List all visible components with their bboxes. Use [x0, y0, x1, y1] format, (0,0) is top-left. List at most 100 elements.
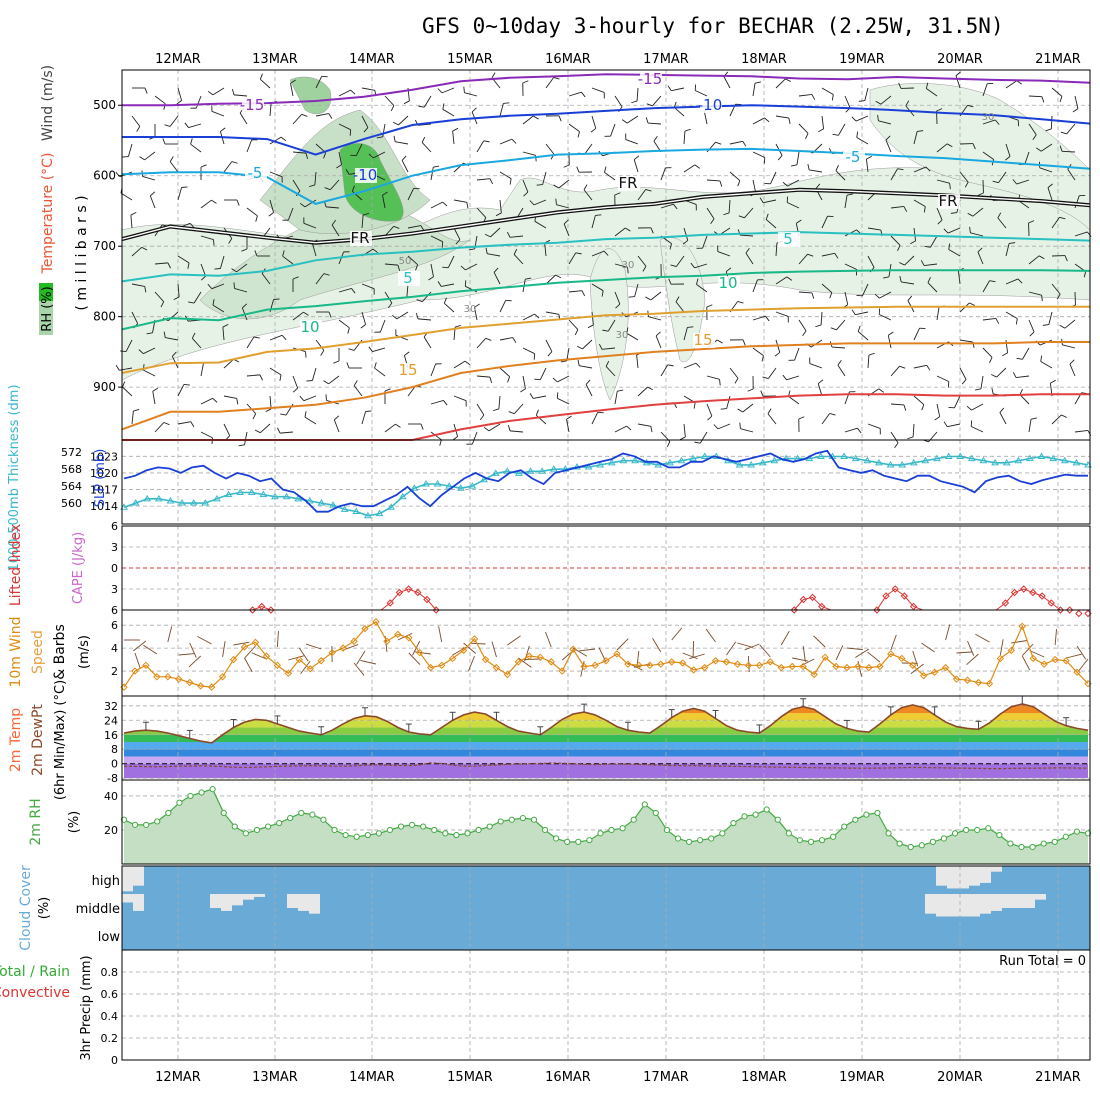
wind-barb — [545, 339, 553, 352]
wind-barb — [634, 283, 639, 297]
rh-marker — [1084, 830, 1092, 837]
wind10m-marker — [700, 663, 709, 672]
wind-barb — [740, 428, 754, 433]
wind-barb — [977, 247, 983, 253]
wind-barb — [212, 304, 225, 313]
wind-barb — [809, 363, 823, 369]
wind-barb — [879, 314, 892, 321]
wind-barb — [499, 171, 512, 180]
wind10m-marker — [416, 648, 424, 657]
cloud-cell — [342, 866, 354, 894]
wind-barb — [351, 288, 356, 294]
wind-barb — [969, 226, 971, 233]
wind10m-marker — [810, 670, 818, 679]
cloud-cell — [661, 922, 673, 950]
wind10m-marker — [492, 663, 501, 672]
cloud-cell — [793, 922, 805, 950]
wind-barb — [236, 398, 239, 405]
wind-barb — [146, 332, 153, 335]
wind-barb — [379, 319, 386, 333]
wind-barb — [407, 255, 418, 266]
wind-barb — [844, 95, 851, 109]
wind-barb — [315, 113, 329, 117]
wind-barb — [830, 327, 837, 331]
li-axis-label: Lifted Index — [8, 524, 24, 606]
thickness-marker — [305, 496, 314, 504]
wind-barb — [361, 311, 367, 325]
thickness-marker — [1026, 454, 1034, 462]
wind-barb — [190, 138, 193, 145]
wind-barb — [666, 441, 671, 448]
wind-barb — [292, 311, 304, 321]
wind10m-barb — [233, 641, 250, 646]
rh-marker — [564, 838, 571, 845]
wind-barb — [595, 214, 602, 216]
cloud-cell — [980, 922, 992, 950]
cloud-cell — [375, 922, 387, 950]
cloud-cell — [309, 866, 321, 894]
wind-barb — [133, 409, 140, 412]
wind-barb — [907, 436, 914, 440]
cloud-cell — [408, 922, 420, 950]
wind-barb — [444, 302, 455, 313]
wind-barb — [303, 222, 317, 229]
wind-barb — [997, 217, 1007, 229]
rh-marker — [918, 842, 925, 849]
wind-barb — [555, 274, 562, 279]
cloud-cell — [738, 922, 750, 950]
wind-barb — [684, 128, 691, 132]
wind-barb — [903, 206, 908, 212]
wind-barb — [430, 167, 434, 181]
wind-barb — [696, 278, 699, 285]
wind-barb — [495, 212, 502, 217]
wind10m-marker — [536, 653, 544, 662]
cloud-cell — [782, 922, 794, 950]
isotherm-label: FR — [350, 229, 369, 247]
wind-barb — [907, 295, 913, 301]
cloud-cell — [1013, 908, 1025, 922]
wind-barb — [397, 265, 401, 272]
wind-barb — [534, 220, 547, 229]
wind-barb — [169, 115, 179, 127]
wind-barb — [798, 319, 807, 332]
thickness-marker — [480, 475, 488, 483]
wind-barb — [633, 159, 639, 173]
wind-barb — [269, 395, 272, 409]
rh-marker — [453, 831, 460, 839]
wind-barb — [144, 151, 156, 161]
wind-barb — [131, 283, 145, 287]
thickness-marker — [329, 501, 337, 508]
wind-barb — [897, 168, 904, 171]
rh-marker — [697, 837, 704, 844]
wind-barb — [171, 351, 177, 357]
wind-barb — [334, 415, 340, 421]
wind-barb — [115, 364, 120, 371]
isotherm-label: -10 — [353, 166, 378, 184]
cloud-cell — [716, 866, 728, 894]
wind-barb — [220, 127, 226, 132]
wind-barb — [844, 195, 848, 209]
wind-barb — [948, 249, 961, 257]
wind-barb — [720, 408, 727, 410]
wind-barb — [904, 255, 915, 266]
wind-barb — [476, 207, 487, 218]
wind-barb — [855, 115, 869, 122]
wind-barb — [1064, 255, 1068, 262]
cloud-cell — [375, 866, 387, 894]
wind-barb — [1024, 151, 1030, 165]
wind10m-marker — [547, 658, 555, 666]
wind-barb — [127, 143, 133, 157]
wind-barb — [706, 304, 713, 308]
cloud-cell — [397, 922, 409, 950]
wind-barb — [604, 171, 616, 181]
wind-barb — [211, 110, 225, 117]
wind-barb — [955, 71, 961, 76]
wind-barb — [837, 364, 846, 377]
wind-barb — [503, 102, 510, 104]
rh-marker — [963, 826, 970, 834]
wind10m-marker — [503, 670, 512, 679]
wind10m-barb — [356, 650, 366, 665]
wind-barb — [811, 94, 816, 100]
wind-barb — [139, 156, 145, 161]
wind-barb — [645, 117, 649, 124]
